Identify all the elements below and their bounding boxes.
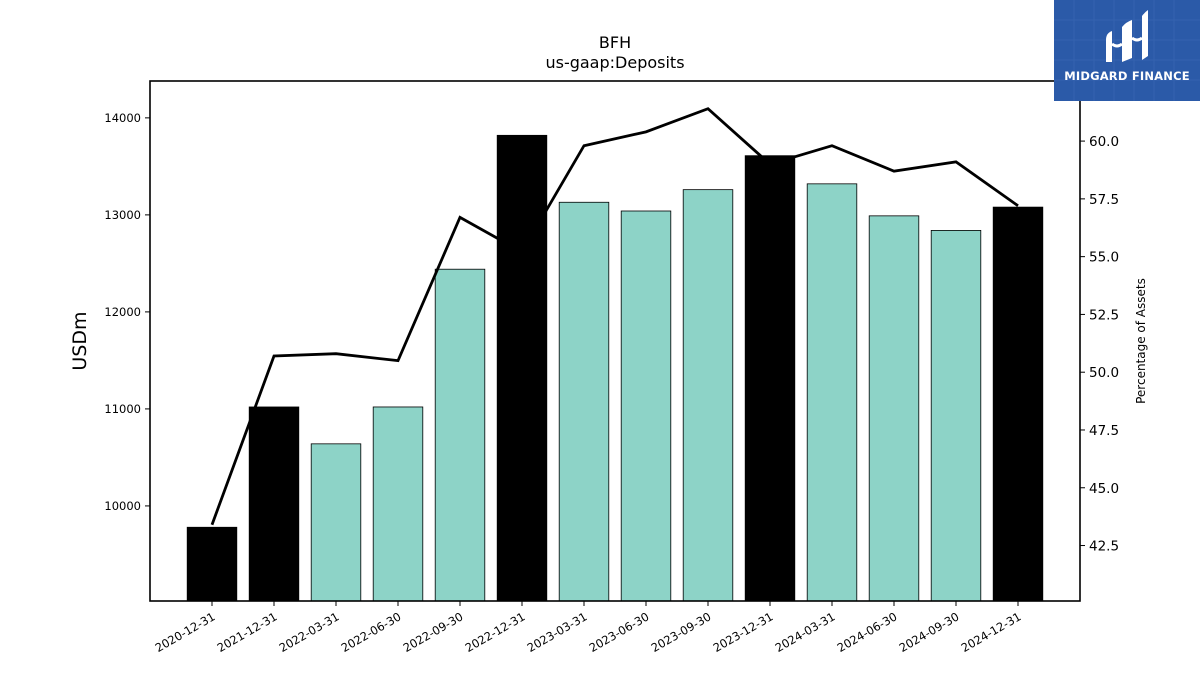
bar-2024-06-30 <box>868 215 920 602</box>
x-tick-label: 2024-09-30 <box>897 609 962 655</box>
y-tick-label: 10000 <box>104 499 141 513</box>
company-logo: MIDGARD FINANCE <box>1054 0 1200 101</box>
y-right-tick-label: 60.0 <box>1089 134 1119 150</box>
y-tick-label: 14000 <box>104 111 141 125</box>
y-right-tick-label: 47.5 <box>1089 423 1119 439</box>
y-axis-label-right: Percentage of Assets <box>1134 278 1148 404</box>
bars-group <box>186 134 1044 602</box>
x-tick-label: 2020-12-31 <box>153 609 218 655</box>
chart-subtitle: us-gaap:Deposits <box>545 53 684 72</box>
bar-2024-03-31 <box>806 183 858 602</box>
line-group <box>210 107 1019 526</box>
x-tick-label: 2023-03-31 <box>525 609 590 655</box>
bar-2022-12-31 <box>496 134 548 602</box>
bar-2020-12-31 <box>186 526 238 602</box>
y-axis-left: 10000 11000 12000 13000 14000 <box>104 111 150 513</box>
plot-frame <box>149 80 1081 602</box>
y-right-tick-label: 52.5 <box>1089 307 1119 323</box>
x-tick-label: 2021-12-31 <box>215 609 280 655</box>
bar-2022-06-30 <box>372 406 424 602</box>
bar-2023-06-30 <box>620 210 672 602</box>
y-right-tick-label: 42.5 <box>1089 539 1119 555</box>
bar-2023-12-31 <box>744 155 796 602</box>
x-tick-label: 2023-12-31 <box>711 609 776 655</box>
bar-2024-12-31 <box>992 206 1044 602</box>
y-right-tick-label: 50.0 <box>1089 365 1119 381</box>
x-tick-label: 2024-06-30 <box>835 609 900 655</box>
bar-2021-12-31 <box>248 406 300 602</box>
bar-2022-09-30 <box>434 268 486 602</box>
bar-2023-03-31 <box>558 201 610 602</box>
x-tick-label: 2022-09-30 <box>401 609 466 655</box>
line-series <box>210 107 1019 526</box>
y-axis-label: USDm <box>69 311 91 370</box>
x-tick-label: 2022-06-30 <box>339 609 404 655</box>
logo-mark-icon <box>1054 0 1200 101</box>
x-tick-label: 2022-12-31 <box>463 609 528 655</box>
y-tick-label: 11000 <box>104 402 141 416</box>
chart-title: BFH <box>599 33 631 52</box>
y-right-tick-label: 45.0 <box>1089 481 1119 497</box>
y-right-tick-label: 57.5 <box>1089 192 1119 208</box>
x-axis: 2020-12-312021-12-312022-03-312022-06-30… <box>153 601 1024 655</box>
y-tick-label: 12000 <box>104 305 141 319</box>
logo-text: MIDGARD FINANCE <box>1064 69 1190 83</box>
bar-2024-09-30 <box>930 230 982 602</box>
x-tick-label: 2024-12-31 <box>959 609 1024 655</box>
y-tick-label: 13000 <box>104 208 141 222</box>
x-tick-label: 2022-03-31 <box>277 609 342 655</box>
y-right-tick-label: 55.0 <box>1089 250 1119 266</box>
x-tick-label: 2024-03-31 <box>773 609 838 655</box>
bar-2023-09-30 <box>682 189 734 602</box>
x-tick-label: 2023-06-30 <box>587 609 652 655</box>
x-tick-label: 2023-09-30 <box>649 609 714 655</box>
y-axis-right: 42.5 45.0 47.5 50.0 52.5 55.0 57.5 60.0 <box>1080 134 1119 555</box>
bar-2022-03-31 <box>310 443 362 602</box>
